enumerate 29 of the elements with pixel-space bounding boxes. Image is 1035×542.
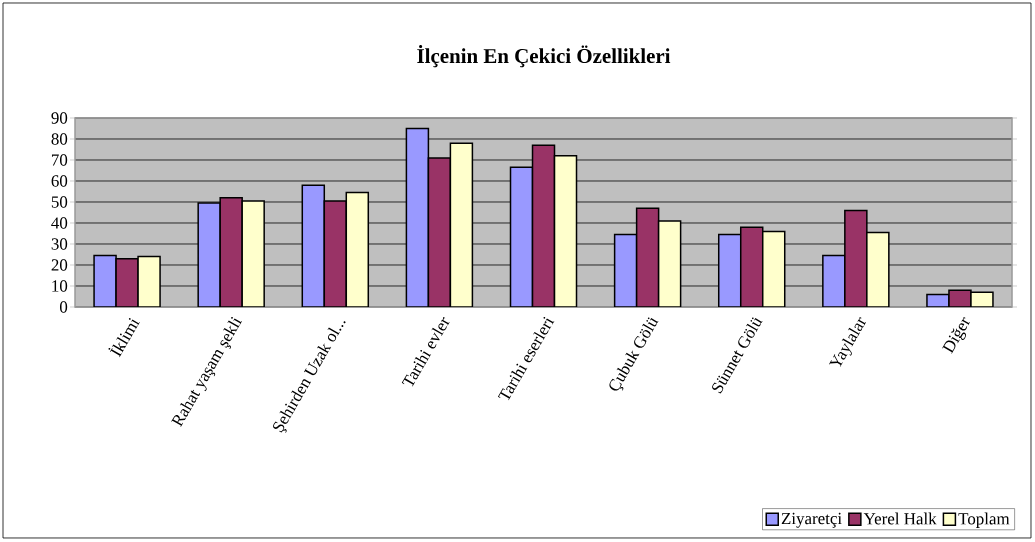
- bar: [614, 234, 637, 307]
- y-tick-label: 10: [52, 280, 68, 292]
- bar: [406, 128, 429, 307]
- bar: [532, 145, 555, 307]
- y-tick-label: 80: [51, 133, 68, 145]
- bar: [554, 155, 577, 307]
- bar: [324, 200, 347, 307]
- y-tick-label: 0: [59, 301, 68, 313]
- chart-title: İlçenin En Çekici Özellikleri: [417, 44, 671, 68]
- legend-label: Ziyaretçi: [781, 512, 842, 528]
- legend-label: Yerel Halk: [863, 512, 937, 525]
- bar: [636, 208, 659, 307]
- bar: [346, 192, 369, 307]
- bar: [428, 157, 451, 307]
- bar: [510, 167, 533, 307]
- bar: [302, 185, 325, 307]
- bar: [740, 227, 763, 307]
- bar: [718, 234, 741, 307]
- y-tick-label: 50: [51, 196, 68, 208]
- bar: [658, 220, 681, 307]
- bar: [450, 143, 473, 307]
- y-tick-label: 40: [51, 217, 68, 229]
- y-tick-label: 30: [51, 238, 68, 250]
- legend-label: Toplam: [958, 512, 1010, 528]
- y-tick-label: 60: [51, 175, 68, 187]
- y-tick-label: 70: [51, 154, 68, 166]
- y-tick-label: 90: [51, 112, 68, 124]
- y-tick-label: 20: [51, 259, 68, 271]
- bar: [762, 231, 785, 307]
